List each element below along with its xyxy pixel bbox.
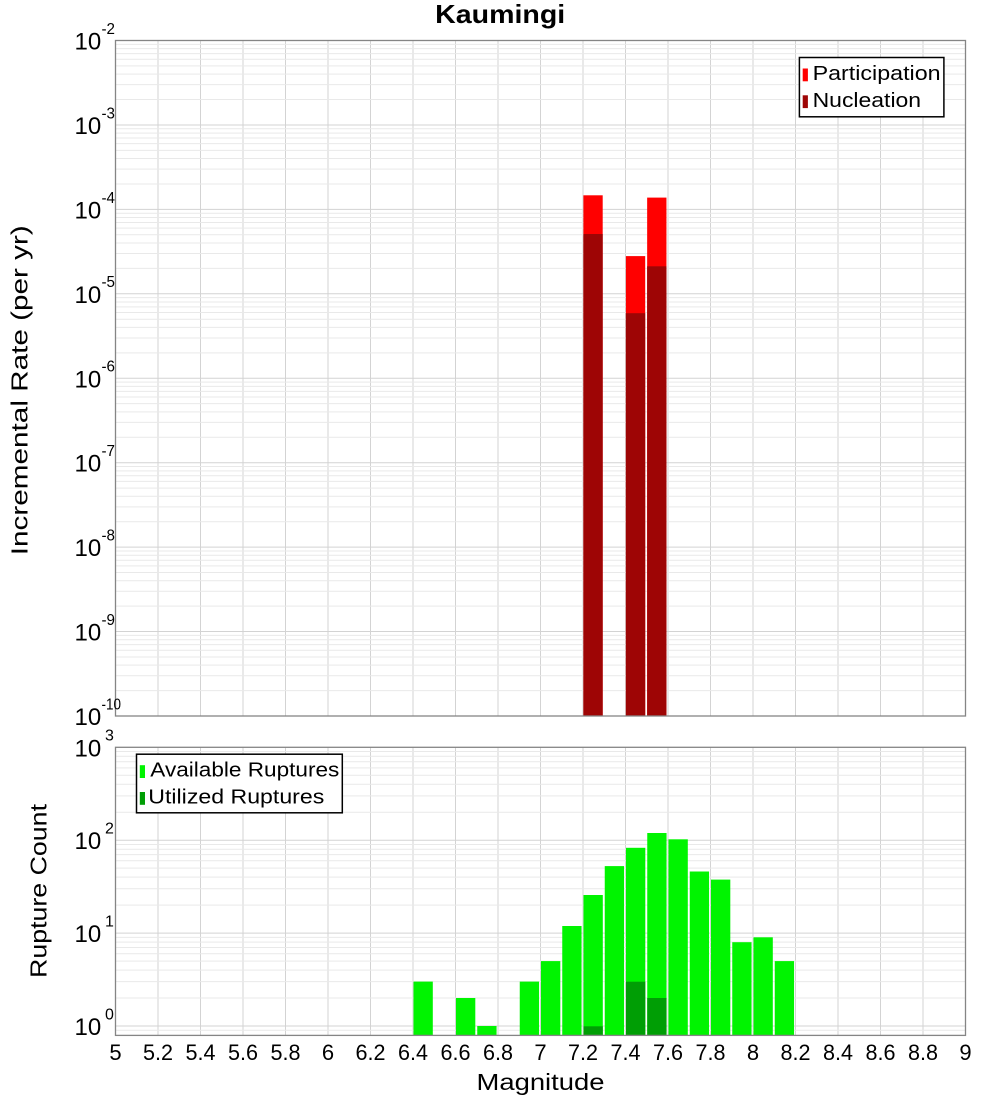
svg-text:Magnitude: Magnitude: [477, 1069, 605, 1095]
svg-text:7.6: 7.6: [653, 1040, 683, 1065]
svg-text:Kaumingi: Kaumingi: [435, 0, 565, 29]
svg-text:0: 0: [105, 1006, 114, 1023]
svg-text:-3: -3: [102, 105, 116, 122]
svg-text:-9: -9: [102, 612, 116, 629]
svg-text:6.2: 6.2: [356, 1040, 386, 1065]
svg-text:10: 10: [75, 366, 102, 393]
svg-text:10: 10: [75, 704, 102, 731]
svg-text:10: 10: [75, 828, 102, 855]
svg-text:10: 10: [75, 620, 102, 647]
svg-text:Nucleation: Nucleation: [813, 90, 922, 112]
svg-text:3: 3: [105, 728, 114, 745]
svg-text:10: 10: [75, 535, 102, 562]
svg-text:-5: -5: [102, 274, 116, 291]
svg-text:5.4: 5.4: [186, 1040, 216, 1065]
svg-text:2: 2: [105, 821, 114, 838]
svg-text:Rupture Count: Rupture Count: [26, 803, 52, 978]
svg-text:6: 6: [322, 1040, 334, 1065]
svg-text:10: 10: [75, 197, 102, 224]
svg-text:7.2: 7.2: [568, 1040, 598, 1065]
svg-text:Incremental Rate (per yr): Incremental Rate (per yr): [7, 225, 33, 555]
svg-text:8.6: 8.6: [866, 1040, 896, 1065]
svg-text:10: 10: [75, 921, 102, 948]
svg-text:Participation: Participation: [813, 63, 941, 85]
svg-text:10: 10: [75, 735, 102, 762]
svg-text:-7: -7: [102, 443, 116, 460]
svg-text:Available Ruptures: Available Ruptures: [150, 760, 339, 782]
svg-text:9: 9: [959, 1040, 971, 1065]
svg-text:5.8: 5.8: [271, 1040, 301, 1065]
svg-text:5.6: 5.6: [228, 1040, 258, 1065]
svg-text:-8: -8: [102, 528, 116, 545]
svg-text:6.4: 6.4: [398, 1040, 428, 1065]
svg-text:10: 10: [75, 113, 102, 140]
svg-text:8.8: 8.8: [908, 1040, 938, 1065]
svg-text:7.8: 7.8: [696, 1040, 726, 1065]
svg-text:6.6: 6.6: [441, 1040, 471, 1065]
svg-text:8: 8: [747, 1040, 759, 1065]
svg-text:10: 10: [75, 1014, 102, 1041]
svg-text:10: 10: [75, 29, 102, 56]
svg-text:5.2: 5.2: [143, 1040, 173, 1065]
svg-text:1: 1: [105, 914, 114, 931]
svg-text:10: 10: [75, 451, 102, 478]
svg-text:-6: -6: [102, 359, 116, 376]
svg-text:8.2: 8.2: [781, 1040, 811, 1065]
svg-text:6.8: 6.8: [483, 1040, 513, 1065]
svg-text:Utilized Ruptures: Utilized Ruptures: [148, 787, 324, 809]
svg-text:-4: -4: [102, 190, 116, 207]
svg-text:7.4: 7.4: [611, 1040, 641, 1065]
svg-text:7: 7: [534, 1040, 546, 1065]
svg-text:-10: -10: [102, 696, 122, 713]
svg-text:10: 10: [75, 282, 102, 309]
svg-text:5: 5: [109, 1040, 121, 1065]
svg-text:-2: -2: [102, 21, 116, 38]
svg-text:8.4: 8.4: [823, 1040, 853, 1065]
